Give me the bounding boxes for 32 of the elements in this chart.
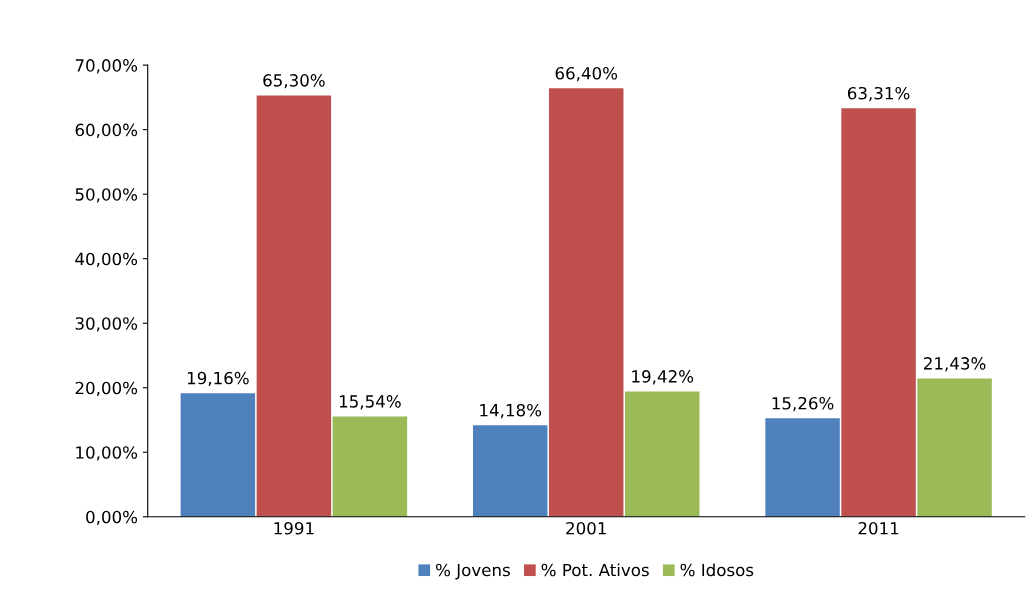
- bar: [624, 391, 700, 517]
- bar: [180, 393, 256, 517]
- y-tick-label: 30,00%: [75, 317, 138, 332]
- y-tick-label: 70,00%: [75, 59, 138, 74]
- data-label: 63,31%: [847, 86, 910, 102]
- data-label: 21,43%: [924, 357, 986, 372]
- y-tick-label: 20,00%: [75, 381, 138, 396]
- bar: [256, 95, 332, 517]
- bar: [548, 88, 624, 517]
- legend-label: % Pot. Ativos: [541, 563, 649, 577]
- bar: [765, 418, 840, 517]
- bar: [332, 416, 408, 517]
- data-label: 15,54%: [339, 395, 401, 410]
- x-tick-label: 2001: [566, 521, 606, 535]
- y-tick-label: 40,00%: [75, 252, 138, 267]
- y-tick-label: 50,00%: [75, 188, 138, 203]
- bar: [917, 378, 992, 517]
- data-label: 19,42%: [632, 370, 694, 385]
- y-tick-label: 10,00%: [76, 446, 138, 461]
- bar: [472, 425, 548, 517]
- data-label: 14,18%: [480, 403, 542, 419]
- bar: [841, 108, 916, 517]
- data-label: 66,40%: [555, 66, 618, 82]
- x-tick-label: 2011: [858, 521, 899, 535]
- x-tick-label: 1991: [274, 521, 314, 535]
- legend-label: % Jovens: [436, 563, 510, 580]
- data-label: 15,26%: [772, 396, 834, 412]
- legend-label: % Idosos: [680, 563, 754, 577]
- data-label: 19,16%: [187, 371, 249, 387]
- data-label: 65,30%: [263, 74, 325, 89]
- y-tick-label: 0,00%: [86, 510, 138, 526]
- y-tick-label: 60,00%: [75, 123, 138, 138]
